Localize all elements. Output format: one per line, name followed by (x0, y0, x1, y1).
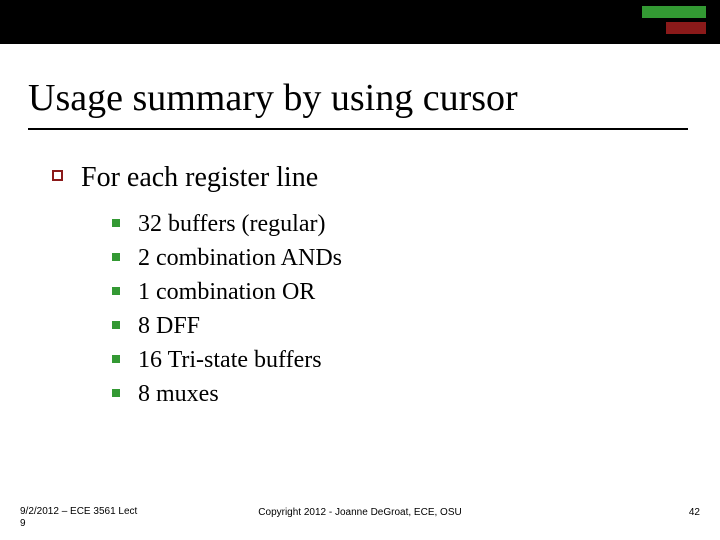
bullet-lvl2: 8 muxes (112, 379, 672, 409)
footer-page-number: 42 (689, 507, 700, 518)
accent-red-box (666, 22, 706, 34)
bullet-lvl1-text: For each register line (81, 160, 318, 195)
footer-center: Copyright 2012 - Joanne DeGroat, ECE, OS… (0, 507, 720, 518)
bullet-lvl2: 1 combination OR (112, 277, 672, 307)
bullet-lvl2-text: 8 muxes (138, 379, 219, 409)
bullet-lvl2-list: 32 buffers (regular) 2 combination ANDs … (112, 209, 672, 409)
slide-title: Usage summary by using cursor (28, 78, 688, 120)
title-underline (28, 128, 688, 130)
title-wrap: Usage summary by using cursor (28, 78, 688, 120)
bullet-lvl2-text: 32 buffers (regular) (138, 209, 325, 239)
square-outline-icon (52, 170, 63, 181)
bullet-lvl1: For each register line (52, 160, 672, 195)
square-fill-icon (112, 287, 120, 295)
bullet-lvl2-text: 1 combination OR (138, 277, 315, 307)
footer-left-line2: 9 (20, 518, 26, 529)
bullet-lvl2-text: 16 Tri-state buffers (138, 345, 322, 375)
bullet-lvl2: 8 DFF (112, 311, 672, 341)
bullet-lvl2: 16 Tri-state buffers (112, 345, 672, 375)
square-fill-icon (112, 355, 120, 363)
bullet-lvl2-text: 8 DFF (138, 311, 200, 341)
square-fill-icon (112, 253, 120, 261)
accent-green-box (642, 6, 706, 18)
footer: 9/2/2012 – ECE 3561 Lect 9 Copyright 201… (0, 500, 720, 530)
top-bar (0, 0, 720, 44)
bullet-lvl2: 2 combination ANDs (112, 243, 672, 273)
square-fill-icon (112, 389, 120, 397)
slide: Usage summary by using cursor For each r… (0, 0, 720, 540)
bullet-lvl2: 32 buffers (regular) (112, 209, 672, 239)
square-fill-icon (112, 219, 120, 227)
square-fill-icon (112, 321, 120, 329)
bullet-lvl2-text: 2 combination ANDs (138, 243, 342, 273)
content-area: For each register line 32 buffers (regul… (52, 160, 672, 413)
